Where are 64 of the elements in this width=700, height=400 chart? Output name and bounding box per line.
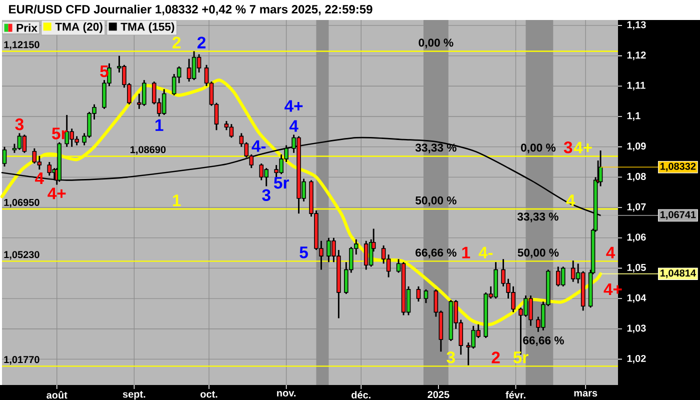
y-tick-label: 1,12 <box>627 52 646 60</box>
chart-title: EUR/USD CFD Journalier 1,08332 +0,42 % 7 mars 2025, 22:59:59 <box>9 4 372 16</box>
y-tick-label: 1,07 <box>627 203 646 212</box>
annotation: 3 <box>262 189 270 202</box>
x-tick-label: août <box>46 391 68 399</box>
annotation: 33,33 % <box>517 212 558 222</box>
annotation: 0,00 % <box>418 38 454 48</box>
y-tick-label: 1,09 <box>627 142 646 152</box>
y-tick-label: 1,03 <box>627 324 646 334</box>
candlestick <box>424 288 428 304</box>
annotation: 1 <box>172 194 181 206</box>
annotation: 3 <box>446 351 455 364</box>
y-tick-label: 1,04 <box>627 294 646 303</box>
y-tick-label: 1,1 <box>627 112 640 121</box>
annotation: 3 <box>15 118 24 130</box>
annotation: 50,00 % <box>416 196 456 206</box>
annotation: 4+ <box>574 142 592 154</box>
annotation: 1,04814 <box>660 270 696 278</box>
x-tick-label: sept. <box>122 391 146 400</box>
x-tick-label: 2025 <box>428 391 450 398</box>
annotation: 4- <box>252 140 266 152</box>
x-tick-label: déc. <box>352 391 370 398</box>
annotation: 1 <box>156 119 164 131</box>
x-tick-label: févr. <box>506 391 526 398</box>
y-tick-label: 1,11 <box>627 82 646 90</box>
annotation: 66,66 % <box>523 336 564 346</box>
annotation: 1 <box>462 246 470 258</box>
annotation: 66,66 % <box>416 248 456 258</box>
annotation: 2 <box>492 352 500 364</box>
annotation: 4 <box>289 120 298 132</box>
ref-line-label: 1,12150 <box>4 41 40 50</box>
annotation: 4 <box>606 246 616 258</box>
annotation: 50,00 % <box>518 248 559 258</box>
legend-label: TMA (155) <box>120 22 174 33</box>
x-tick-label: nov. <box>277 391 296 397</box>
y-tick-label: 1,13 <box>627 21 646 30</box>
ref-line-label: 1,08690 <box>130 146 166 155</box>
y-tick-label: 1,05 <box>627 264 646 272</box>
ref-line-label: 1,01770 <box>4 356 40 365</box>
annotation: 5r <box>274 177 289 189</box>
y-tick-label: 1,02 <box>627 354 646 364</box>
legend-label: Prix <box>16 24 38 32</box>
candlestick <box>416 286 421 302</box>
annotation: 4- <box>478 246 493 258</box>
y-tick-label: 1,08 <box>627 172 646 182</box>
y-tick-label: 1,06 <box>627 234 646 242</box>
annotation: 4 <box>566 194 576 206</box>
annotation: 3 <box>564 141 572 154</box>
annotation: 1,08332 <box>660 162 696 172</box>
annotation: 2 <box>172 36 181 48</box>
x-tick-label: oct. <box>200 391 218 398</box>
ref-line-label: 1,05230 <box>4 251 40 260</box>
annotation: 4+ <box>284 100 303 112</box>
annotation: 5 <box>300 246 308 258</box>
x-tick-label: mars <box>574 391 598 397</box>
legend-label: TMA (20) <box>55 22 102 33</box>
annotation: 1,06741 <box>660 211 696 220</box>
annotation: 4+ <box>48 188 66 200</box>
annotation: 5r <box>513 352 528 364</box>
annotation: 2 <box>197 36 206 48</box>
candlestick <box>2 146 7 168</box>
candlestick <box>47 161 52 176</box>
annotation: 0,00 % <box>520 144 556 154</box>
ref-line-label: 1,06950 <box>4 198 40 208</box>
